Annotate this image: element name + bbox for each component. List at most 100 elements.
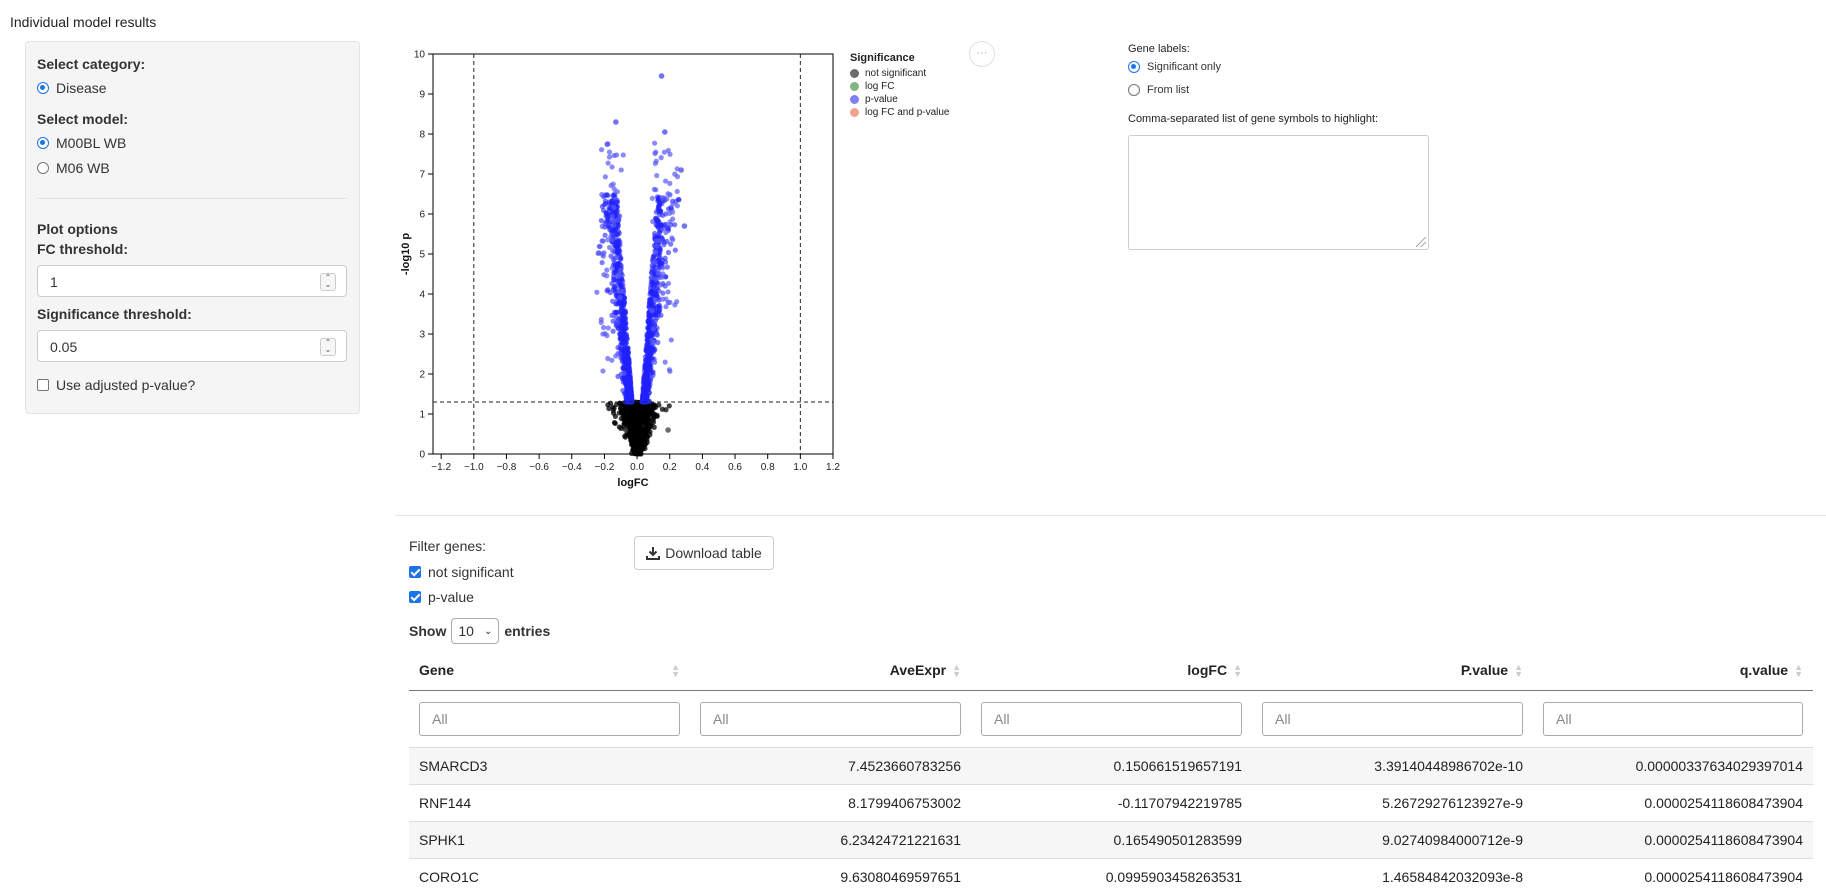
sort-icon: ▲ ▼ — [1794, 662, 1803, 680]
fc-threshold-input[interactable]: 1 ⌃ ⌄ — [37, 265, 347, 297]
radio-disease[interactable]: Disease — [37, 80, 107, 96]
point-p-value — [615, 260, 621, 267]
point-p-value — [615, 221, 621, 227]
filter-input-gene[interactable]: All — [419, 702, 680, 736]
point-p-value — [652, 160, 658, 167]
point-p-value — [614, 244, 620, 251]
point-p-value — [620, 357, 626, 363]
point-not-significant — [644, 423, 650, 429]
cell-gene: CORO1C — [409, 858, 690, 895]
header-label: q.value — [1739, 661, 1789, 678]
point-p-value — [608, 253, 614, 259]
radio-model-m06[interactable]: M06 WB — [37, 160, 110, 176]
point-p-value — [620, 316, 627, 322]
legend-title: Significance — [850, 52, 915, 64]
point-p-value — [609, 217, 615, 223]
y-tick-label: 6 — [419, 210, 425, 221]
table-row[interactable]: RNF144 8.1799406753002 -0.11707942219785… — [409, 784, 1813, 822]
legend-item-pvalue[interactable]: p-value — [850, 93, 950, 106]
point-p-value — [647, 331, 653, 337]
radio-button-icon[interactable] — [1128, 61, 1140, 73]
point-p-value — [621, 370, 627, 376]
point-p-value — [606, 149, 613, 155]
radio-model-m00bl[interactable]: M00BL WB — [37, 135, 126, 151]
model-label: Select model: — [37, 111, 129, 127]
significance-threshold-label: Significance threshold: — [37, 306, 192, 322]
point-p-value — [648, 278, 654, 285]
adjusted-pvalue-checkbox[interactable]: Use adjusted p-value? — [37, 377, 195, 393]
filter-input-logfc[interactable]: All — [981, 702, 1242, 736]
spinner-icon[interactable]: ⌃ ⌄ — [320, 338, 336, 356]
point-p-value — [605, 192, 611, 199]
filter-input-aveexpr[interactable]: All — [700, 702, 961, 736]
point-p-value — [605, 355, 611, 362]
point-p-value — [617, 267, 624, 273]
radio-button-icon[interactable] — [37, 82, 49, 94]
point-p-value — [620, 152, 626, 158]
radio-label: M06 WB — [56, 160, 110, 176]
entries-select[interactable]: 10 ⌄ — [451, 618, 500, 644]
checkbox-icon[interactable] — [37, 379, 49, 391]
point-p-value — [660, 290, 666, 296]
legend-swatch — [850, 69, 859, 78]
point-p-value — [613, 277, 619, 283]
checkbox-icon[interactable] — [409, 591, 421, 603]
spinner-icon[interactable]: ⌃ ⌄ — [320, 273, 336, 291]
download-table-button[interactable]: Download table — [634, 536, 774, 570]
radio-significant-only[interactable]: Significant only — [1128, 61, 1378, 73]
point-not-significant — [618, 406, 624, 412]
point-not-significant — [631, 405, 638, 411]
highlight-genes-textarea[interactable] — [1128, 135, 1429, 250]
radio-button-icon[interactable] — [37, 137, 49, 149]
radio-from-list[interactable]: From list — [1128, 84, 1378, 96]
more-options-button[interactable]: ··· — [969, 41, 995, 67]
point-p-value — [611, 152, 617, 159]
column-header-logfc[interactable]: logFC ▲ ▼ — [971, 650, 1252, 691]
filter-input-qvalue[interactable]: All — [1543, 702, 1803, 736]
filter-pvalue[interactable]: p-value — [409, 589, 514, 605]
y-tick-label: 0 — [419, 450, 425, 461]
point-not-significant — [641, 407, 647, 413]
point-p-value — [626, 365, 632, 371]
point-p-value — [662, 178, 669, 184]
legend-item-not-significant[interactable]: not significant — [850, 67, 950, 80]
category-label: Select category: — [37, 56, 146, 72]
volcano-plot[interactable]: −1.2 −1.0 −0.8 −0.6 −0.4 −0.2 0.0 0.2 0.4 0.6 0.8 1… — [395, 45, 865, 495]
column-header-qvalue[interactable]: q.value ▲ ▼ — [1533, 650, 1813, 691]
significance-threshold-input[interactable]: 0.05 ⌃ ⌄ — [37, 330, 347, 362]
point-p-value — [617, 294, 623, 301]
point-p-value — [656, 302, 663, 308]
radio-button-icon[interactable] — [1128, 84, 1140, 96]
point-p-value — [608, 182, 614, 189]
column-header-aveexpr[interactable]: AveExpr ▲ ▼ — [690, 650, 971, 691]
point-p-value — [624, 397, 630, 403]
table-row[interactable]: SMARCD3 7.4523660783256 0.15066151965719… — [409, 747, 1813, 785]
point-p-value — [659, 274, 665, 280]
filter-not-significant[interactable]: not significant — [409, 564, 514, 580]
cell-gene: SMARCD3 — [409, 747, 690, 785]
checkbox-icon[interactable] — [409, 566, 421, 578]
cell-pvalue: 3.39140448986702e-10 — [1252, 747, 1533, 785]
legend-item-logfc[interactable]: log FC — [850, 80, 950, 93]
point-p-value — [596, 243, 602, 250]
point-p-value — [609, 265, 615, 271]
filter-input-pvalue[interactable]: All — [1262, 702, 1523, 736]
point-p-value — [674, 188, 680, 195]
point-p-value — [670, 237, 676, 243]
table-row[interactable]: CORO1C 9.63080469597651 0.09959034582635… — [409, 858, 1813, 895]
point-not-significant — [651, 424, 657, 430]
legend-swatch — [850, 95, 859, 104]
resize-handle-icon[interactable] — [1416, 237, 1426, 247]
point-p-value — [599, 192, 605, 198]
cell-qvalue: 0.0000254118608473904 — [1533, 821, 1813, 859]
legend-item-logfc-and-pvalue[interactable]: log FC and p-value — [850, 106, 950, 119]
point-p-value — [600, 324, 607, 331]
column-header-gene[interactable]: Gene ▲ ▼ — [409, 650, 690, 691]
column-header-pvalue[interactable]: P.value ▲ ▼ — [1252, 650, 1533, 691]
point-not-significant — [631, 418, 638, 424]
point-p-value — [659, 195, 665, 201]
radio-button-icon[interactable] — [37, 162, 49, 174]
table-row[interactable]: SPHK1 6.23424721221631 0.165490501283599… — [409, 821, 1813, 859]
point-p-value — [643, 366, 649, 372]
point-p-value — [610, 328, 616, 334]
